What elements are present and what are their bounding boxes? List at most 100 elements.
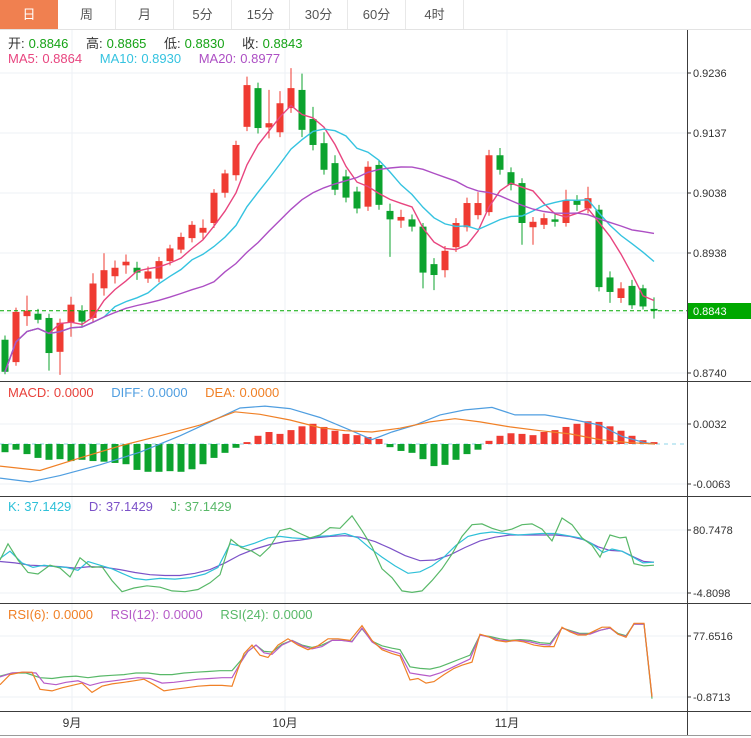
candle-body: [23, 310, 31, 317]
macd-histogram-bar: [430, 444, 438, 467]
macd-histogram-bar: [309, 423, 317, 444]
macd-axis-label: 0.0032: [693, 419, 727, 431]
candle-body: [375, 164, 383, 205]
ohlc-legend: 开: 0.8846 高: 0.8865 低: 0.8830 收: 0.8843: [8, 33, 306, 52]
macd-histogram-bar: [628, 435, 636, 444]
month-label: 11月: [495, 716, 519, 730]
tab-month[interactable]: 月: [116, 0, 174, 29]
macd-histogram-bar: [56, 444, 64, 460]
macd-legend: MACD: 0.0000 DIFF: 0.0000 DEA: 0.0000: [8, 385, 283, 400]
low-label: 低:: [164, 36, 181, 51]
rsi24-label: RSI(24):: [220, 607, 269, 622]
candle-body: [111, 267, 119, 277]
candle-body: [122, 261, 130, 266]
tab-5min[interactable]: 5分: [174, 0, 232, 29]
macd-value: 0.0000: [53, 385, 94, 400]
candle-body: [628, 285, 636, 306]
kdj-k-line: [0, 531, 655, 581]
ma10-line: [4, 128, 655, 373]
candle-body: [441, 250, 449, 271]
macd-histogram-bar: [375, 438, 383, 444]
candle-body: [342, 176, 350, 198]
candle-body: [287, 88, 295, 109]
candle-body: [386, 210, 394, 220]
macd-histogram-bar: [34, 444, 42, 458]
candle-body: [232, 144, 240, 176]
candle-body: [89, 283, 97, 318]
rsi-axis-label: 77.6516: [693, 631, 733, 643]
j-value: 37.1429: [184, 499, 232, 514]
tab-4hour[interactable]: 4时: [406, 0, 464, 29]
candle-body: [485, 155, 493, 213]
tab-60min[interactable]: 60分: [348, 0, 406, 29]
k-label: K:: [8, 499, 21, 514]
candle-body: [529, 221, 537, 228]
tab-15min[interactable]: 15分: [232, 0, 290, 29]
candle-body: [298, 89, 306, 130]
ma5-line: [4, 104, 655, 373]
macd-histogram-bar: [386, 444, 394, 448]
candle-body: [254, 88, 262, 129]
ma-legend: MA5: 0.8864 MA10: 0.8930 MA20: 0.8977: [8, 51, 284, 66]
macd-histogram-bar: [199, 444, 207, 465]
tab-30min[interactable]: 30分: [290, 0, 348, 29]
candle-body: [1, 339, 9, 372]
rsi-axis-label: -0.8713: [693, 692, 730, 704]
candle-body: [650, 308, 658, 311]
candle-body: [331, 163, 339, 190]
macd-histogram-bar: [364, 437, 372, 444]
macd-histogram-bar: [78, 444, 86, 460]
current-price-badge: [688, 303, 751, 319]
candle-body: [408, 219, 416, 227]
macd-histogram-bar: [485, 440, 493, 444]
macd-histogram-bar: [463, 444, 471, 455]
macd-histogram-bar: [188, 444, 196, 470]
tab-day[interactable]: 日: [0, 0, 58, 29]
macd-histogram-bar: [595, 421, 603, 444]
macd-histogram-bar: [573, 423, 581, 444]
ma5-label: MA5:: [8, 51, 39, 66]
macd-histogram-bar: [650, 442, 658, 444]
kdj-axis-label: -4.8098: [693, 588, 730, 600]
candle-body: [639, 288, 647, 307]
price-axis-label: 0.8938: [693, 248, 727, 260]
candle-body: [12, 311, 20, 363]
macd-histogram-bar: [496, 435, 504, 444]
ma20-line: [4, 166, 655, 373]
candle-body: [606, 277, 614, 292]
close-value: 0.8843: [262, 36, 303, 51]
macd-axis-label: -0.0063: [693, 479, 730, 491]
macd-histogram-bar: [111, 444, 119, 463]
macd-histogram-bar: [540, 432, 548, 444]
macd-histogram-bar: [166, 444, 174, 472]
candle-body: [562, 200, 570, 223]
macd-histogram-bar: [507, 433, 515, 444]
ma10-value: 0.8930: [141, 51, 182, 66]
candle-body: [166, 248, 174, 262]
candle-body: [584, 198, 592, 209]
ma5-value: 0.8864: [42, 51, 83, 66]
candle-body: [265, 123, 273, 128]
kdj-d-line: [0, 534, 655, 577]
rsi6-value: 0.0000: [53, 607, 93, 622]
rsi6-line: [0, 622, 653, 697]
candle-body: [67, 304, 75, 323]
macd-histogram-bar: [529, 435, 537, 444]
macd-diff-line: [0, 405, 656, 483]
macd-histogram-bar: [617, 430, 625, 444]
macd-histogram-bar: [1, 444, 9, 453]
macd-histogram-bar: [562, 426, 570, 444]
ma20-value: 0.8977: [240, 51, 281, 66]
candle-body: [155, 261, 163, 279]
rsi12-value: 0.0000: [162, 607, 203, 622]
candle-body: [34, 313, 42, 320]
candle-body: [463, 203, 471, 228]
tab-week[interactable]: 周: [58, 0, 116, 29]
kdj-j-line: [0, 514, 655, 594]
candle-body: [496, 155, 504, 170]
macd-histogram-bar: [45, 444, 53, 460]
macd-histogram-bar: [144, 444, 152, 472]
diff-label: DIFF:: [111, 385, 144, 400]
